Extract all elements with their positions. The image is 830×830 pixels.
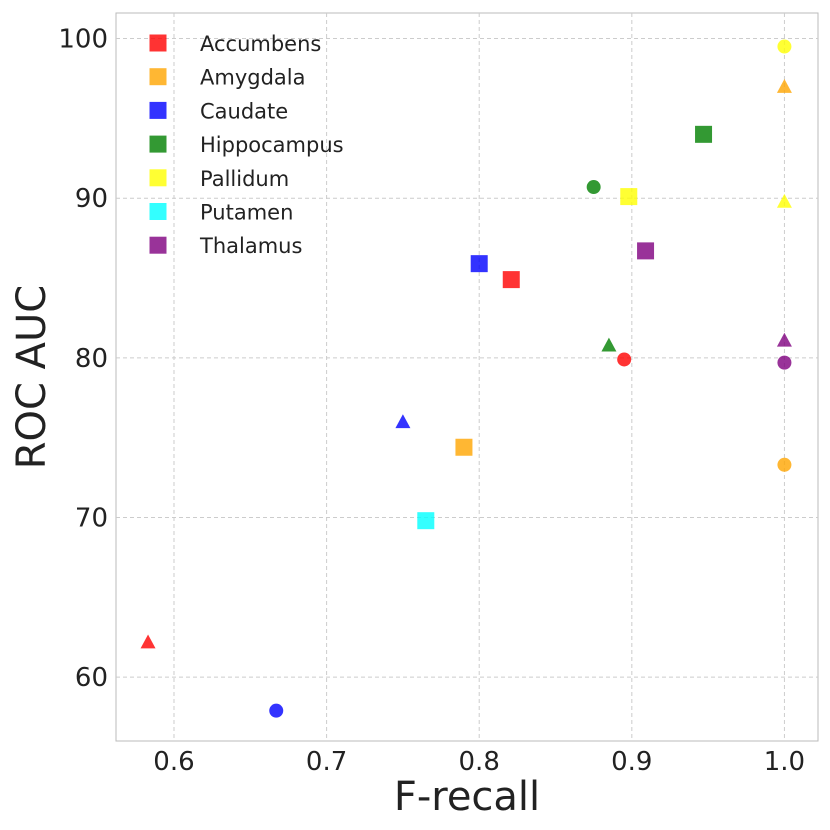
legend-label-accumbens: Accumbens	[200, 32, 321, 56]
legend-label-putamen: Putamen	[200, 201, 293, 225]
tick-labels: 0.6 0.7 0.8 0.9 1.0 60 70 80 90 100	[58, 25, 805, 777]
x-tick-label: 0.9	[611, 747, 652, 777]
legend-marker-pallidum	[149, 169, 167, 187]
data-point-amygdala-square	[455, 438, 473, 456]
y-tick-label: 90	[75, 184, 108, 214]
legend: Accumbens Amygdala Caudate Hippocampus Palli…	[149, 32, 344, 258]
data-point-pallidum-triangle	[776, 193, 792, 208]
legend-label-thalamus: Thalamus	[199, 234, 302, 258]
x-axis-label: F-recall	[394, 774, 540, 820]
grid	[116, 13, 818, 741]
data-point-amygdala-circle	[777, 457, 792, 472]
data-point-accumbens-circle	[617, 352, 632, 367]
data-point-putamen-square	[417, 512, 435, 530]
x-tick-label: 0.7	[306, 747, 347, 777]
legend-marker-caudate	[149, 101, 167, 119]
x-tick-label: 0.6	[153, 747, 194, 777]
data-point-hippocampus-square	[695, 125, 713, 143]
legend-marker-amygdala	[149, 68, 167, 86]
legend-label-amygdala: Amygdala	[200, 66, 305, 90]
data-point-caudate-triangle	[395, 414, 411, 429]
data-point-pallidum-square	[620, 188, 638, 206]
data-point-thalamus-circle	[777, 355, 792, 370]
x-tick-label: 1.0	[764, 747, 805, 777]
legend-marker-accumbens	[149, 34, 167, 52]
legend-label-pallidum: Pallidum	[200, 167, 289, 191]
x-tick-label: 0.8	[459, 747, 500, 777]
data-point-hippocampus-triangle	[601, 337, 617, 352]
data-point-thalamus-triangle	[776, 332, 792, 347]
data-point-caudate-circle	[269, 703, 284, 718]
data-point-amygdala-triangle	[776, 78, 792, 93]
legend-marker-putamen	[149, 203, 167, 220]
data-point-caudate-square	[470, 255, 488, 273]
data-points	[140, 39, 792, 718]
y-tick-label: 60	[75, 663, 108, 693]
y-tick-label: 70	[75, 503, 108, 533]
data-point-thalamus-square	[637, 242, 655, 260]
legend-label-caudate: Caudate	[200, 99, 288, 123]
legend-marker-thalamus	[149, 236, 167, 254]
y-tick-label: 80	[75, 344, 108, 374]
y-tick-label: 100	[58, 25, 108, 55]
data-point-accumbens-triangle	[140, 634, 156, 649]
y-axis-label: ROC AUC	[9, 285, 55, 470]
legend-marker-hippocampus	[149, 135, 167, 153]
data-point-accumbens-square	[502, 271, 520, 289]
legend-label-hippocampus: Hippocampus	[200, 133, 344, 157]
data-point-pallidum-circle	[777, 39, 792, 54]
data-point-hippocampus-circle	[586, 180, 601, 195]
